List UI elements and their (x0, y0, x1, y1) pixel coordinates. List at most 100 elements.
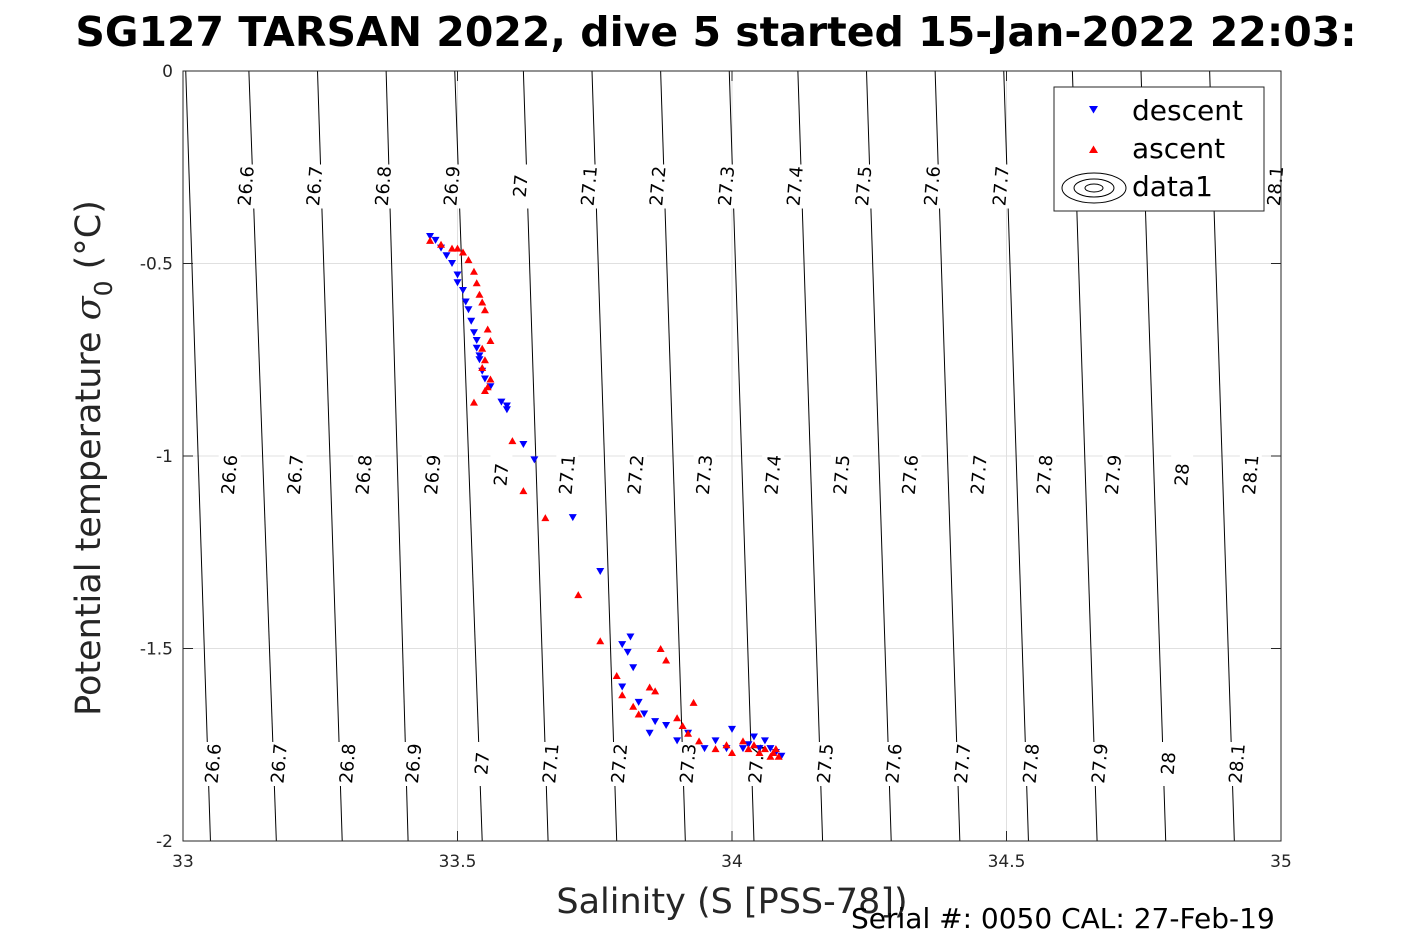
ascent-point (480, 356, 489, 364)
contour-label-gap (509, 164, 532, 209)
descent-point (497, 398, 506, 406)
density-contour-label: 28 (1171, 462, 1194, 487)
contour-label-gap (539, 742, 562, 786)
density-contour-label: 27.1 (539, 743, 563, 785)
y-axis-label-subscript: 0 (89, 280, 118, 296)
descent-point (453, 271, 462, 279)
contour-label-gap (852, 164, 875, 209)
contour-label-gap (1171, 453, 1194, 498)
descent-point (645, 729, 654, 737)
descent-point (469, 329, 478, 337)
ascent-point (645, 683, 654, 691)
descent-point (502, 406, 511, 414)
descent-point (651, 718, 660, 726)
descent-point (623, 648, 632, 656)
descent-point (472, 344, 481, 352)
ascent-point (508, 437, 517, 445)
contour-label-gap (235, 164, 258, 209)
x-tick-label: 33 (172, 852, 194, 872)
descent-point (634, 698, 643, 706)
ascent-point (728, 748, 736, 756)
descent-point (673, 737, 682, 745)
contour-label-gap (556, 453, 579, 498)
contour-label-gap (814, 742, 837, 786)
ascent-point (760, 745, 769, 753)
contour-label-gap (762, 453, 785, 498)
contour-label-gap (693, 453, 716, 498)
descent-point (530, 456, 539, 464)
chart-title: SG127 TARSAN 2022, dive 5 started 15-Jan… (75, 8, 1356, 56)
contour-label-gap (715, 164, 738, 209)
descent-point (766, 745, 775, 753)
density-contour-label: 26.8 (336, 743, 360, 785)
contour-label-gap (951, 742, 974, 786)
density-contour-label: 27.4 (761, 454, 785, 496)
descent-point (662, 722, 671, 729)
ascent-point (464, 256, 473, 264)
density-contour-label: 27.3 (693, 454, 717, 496)
y-tick-label: -1 (156, 447, 173, 467)
ascent-point (486, 375, 495, 383)
density-contour-label: 26.6 (234, 165, 258, 207)
ascent-point (612, 671, 621, 679)
ascent-point (541, 514, 550, 522)
contour-label-gap (784, 164, 807, 209)
descent-point (629, 664, 638, 672)
ascent-point (749, 741, 758, 749)
contour-label-gap (1020, 742, 1043, 786)
ascent-point (480, 387, 489, 395)
descent-point (458, 286, 467, 294)
density-contour-label: 27.2 (646, 165, 670, 207)
density-contour-label: 27.6 (921, 165, 945, 207)
ascent-point (478, 344, 487, 352)
contour-label-gap (608, 742, 631, 786)
y-axis-label-main: Potential temperature (69, 320, 109, 716)
ascent-point (722, 741, 731, 749)
density-contour-label: 27 (510, 174, 533, 199)
contour-label-gap (899, 453, 922, 498)
descent-point (700, 745, 709, 753)
density-contour-label: 28.1 (1264, 165, 1288, 207)
descent-point (464, 306, 473, 314)
descent-point (448, 260, 457, 267)
density-contour-label: 26.7 (303, 165, 327, 207)
density-contour-label: 26.9 (402, 743, 426, 785)
density-contour-label: 27 (471, 751, 494, 776)
density-contour-label: 27.7 (967, 454, 991, 496)
descent-point (480, 375, 489, 383)
contour-label-gap (882, 742, 905, 786)
descent-point (472, 337, 481, 344)
descent-point (755, 745, 764, 753)
ascent-point (662, 656, 671, 664)
ascent-point (695, 737, 704, 745)
density-contour-label: 27.8 (1033, 454, 1057, 496)
contour-label-gap (202, 742, 225, 786)
density-contour-label: 26.8 (352, 454, 376, 496)
descent-point (618, 641, 627, 649)
descent-point (453, 279, 462, 287)
ascent-point (453, 244, 462, 252)
ascent-point (478, 363, 487, 371)
density-contour-labels: 26.6 26.6 26.6 26.7 26.7 26.7 26.8 26.8 26.8 26.9… (202, 164, 1288, 786)
contour-label-gap (1102, 453, 1125, 498)
contour-label-gap (1088, 742, 1111, 786)
legend-descent-marker (1089, 106, 1098, 114)
ascent-point (483, 325, 492, 333)
ascent-point (689, 698, 698, 706)
descent-point (738, 745, 747, 753)
ascent-point (711, 745, 720, 753)
descent-point (640, 710, 649, 718)
density-contour-label: 27.3 (715, 165, 739, 207)
ascent-point (469, 398, 478, 406)
contour-label-gap (921, 164, 944, 209)
ascent-point (472, 279, 481, 287)
y-axis-label-unit: (°C) (69, 200, 109, 280)
ascent-point (769, 748, 778, 756)
y-tick-label: -0.5 (140, 255, 173, 275)
contour-label-gap (1157, 742, 1180, 786)
data-series (426, 233, 786, 760)
legend-contour-icon (1061, 172, 1127, 204)
contour-label-gap (830, 453, 853, 498)
descent-point (431, 236, 440, 244)
